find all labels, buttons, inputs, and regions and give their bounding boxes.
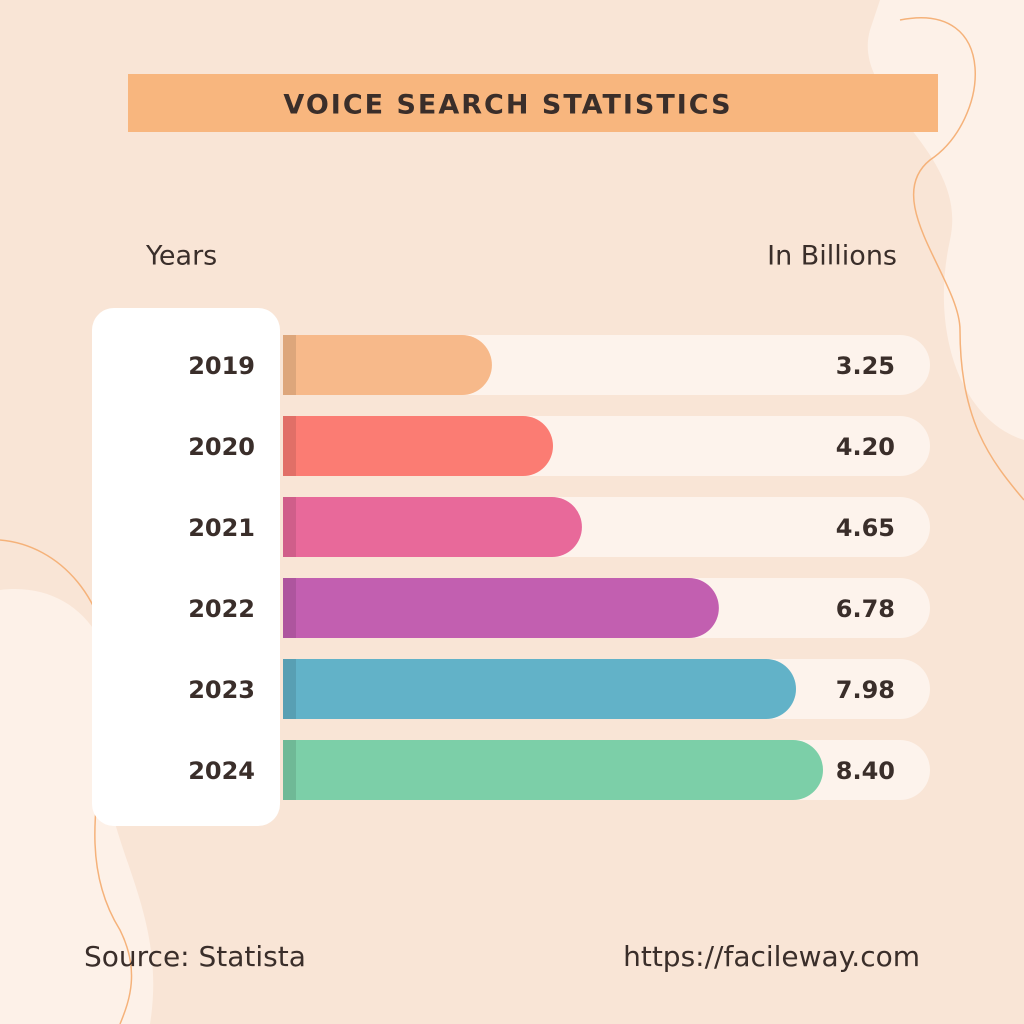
chart-title: VOICE SEARCH STATISTICS <box>283 90 732 121</box>
bar-accent <box>283 659 296 719</box>
category-card <box>92 308 280 826</box>
bar-accent <box>283 578 296 638</box>
blob <box>0 589 154 1024</box>
title-banner <box>128 74 938 132</box>
category-header: Years <box>145 241 217 272</box>
value-label: 8.40 <box>836 757 895 785</box>
bar-accent <box>283 416 296 476</box>
bar <box>283 335 492 395</box>
bars: 2019 3.25 2020 4.20 2021 4.65 2022 6.78 2023 7.98… <box>188 335 930 800</box>
url: https://facileway.com <box>623 940 920 973</box>
category-label: 2022 <box>188 595 255 623</box>
category-label: 2023 <box>188 676 255 704</box>
bar <box>283 416 553 476</box>
bar <box>283 659 796 719</box>
value-label: 3.25 <box>836 352 895 380</box>
bar <box>283 497 582 557</box>
category-label: 2020 <box>188 433 255 461</box>
source: Source: Statista <box>84 940 306 973</box>
value-header: In Billions <box>767 241 897 272</box>
bar <box>283 578 719 638</box>
value-label: 6.78 <box>836 595 895 623</box>
category-label: 2024 <box>188 757 255 785</box>
bar <box>283 740 823 800</box>
category-label: 2019 <box>188 352 255 380</box>
value-label: 4.20 <box>836 433 895 461</box>
value-label: 7.98 <box>836 676 895 704</box>
blob-outline <box>899 17 1024 501</box>
bar-accent <box>283 740 296 800</box>
bar-accent <box>283 335 296 395</box>
bar-accent <box>283 497 296 557</box>
category-label: 2021 <box>188 514 255 542</box>
value-label: 4.65 <box>836 514 895 542</box>
